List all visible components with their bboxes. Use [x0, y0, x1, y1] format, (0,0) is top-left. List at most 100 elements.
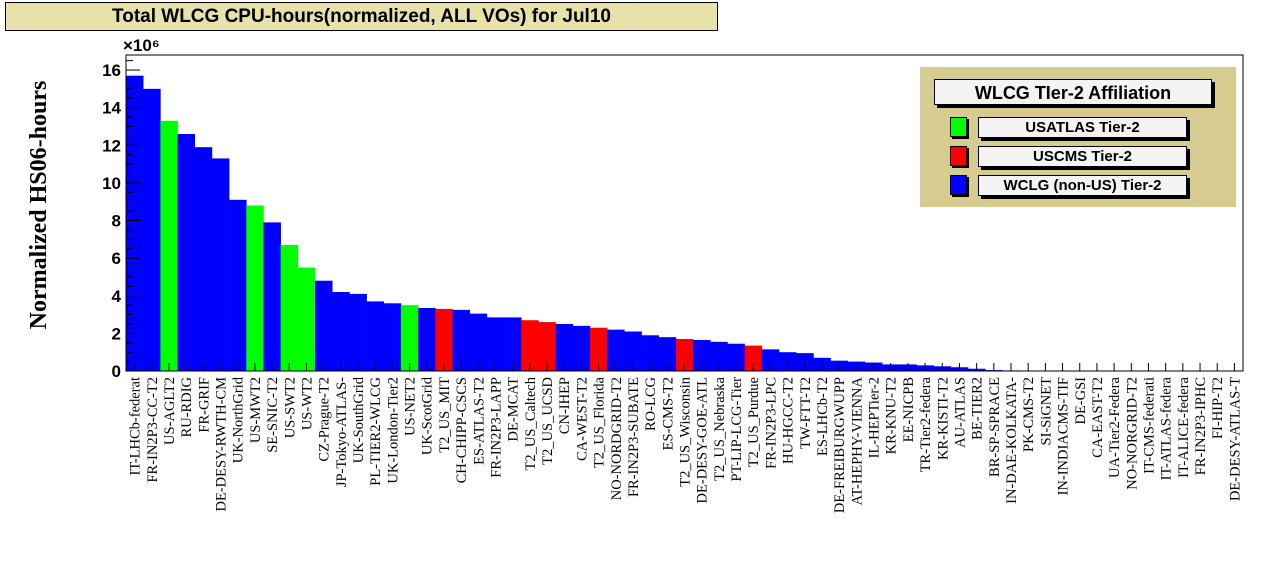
- bar: [744, 345, 763, 371]
- bar: [521, 320, 539, 371]
- x-category-label: DE-DESY-GOE-ATL: [695, 377, 711, 503]
- x-category-label: AU-ATLAS: [952, 377, 968, 448]
- x-category-label: T2_US_Nebraska: [712, 376, 728, 480]
- x-category-label: IT-ALICE-federa: [1176, 376, 1192, 477]
- x-category-label: ES-ATLAS-T2: [471, 377, 487, 465]
- x-category-label: EE-NICPB: [901, 377, 917, 442]
- x-category-label: RO-LCG: [643, 376, 659, 431]
- bar: [624, 331, 642, 371]
- x-category-label: NO-NORDGRID-T2: [609, 377, 625, 500]
- y-tick-label: 8: [112, 212, 121, 231]
- bar: [607, 329, 625, 371]
- x-category-label: BR-SP-SPRACE: [987, 377, 1003, 477]
- x-category-label: IN-DAE-KOLKATA-: [1004, 377, 1020, 504]
- x-category-label: US-AGLT2: [162, 377, 178, 445]
- x-category-label: FR-IN2P3-IPHC: [1193, 377, 1209, 475]
- y-axis-label: Normalized HS06-hours: [26, 81, 52, 330]
- legend-title: WLCG TIer-2 Affiliation: [934, 79, 1212, 105]
- bar: [211, 158, 230, 371]
- x-category-label: T2_US_Purdue: [746, 377, 762, 467]
- bar: [761, 349, 780, 371]
- x-category-label: DE-DESY-RWTH-CM: [214, 377, 230, 512]
- x-category-label: NO-NORGRID-T2: [1124, 377, 1140, 490]
- x-category-label: KR-KISTI-T2: [935, 377, 951, 460]
- x-category-label: UK-SouthGrid: [351, 376, 367, 463]
- bar: [194, 147, 213, 371]
- x-category-label: DE-DESY-ATLAS-T: [1227, 377, 1243, 501]
- bar: [229, 199, 247, 371]
- x-category-label: T2_US_Caltech: [523, 376, 539, 470]
- category-labels-layer: IT-LHCb-federat FR-IN2P3-CC-T2 US-AGLT2 RU-…: [128, 376, 1244, 513]
- x-category-label: CN-IHEP: [557, 377, 573, 434]
- x-category-label: ES-CMS-T2: [660, 377, 676, 450]
- x-category-label: RU-RDIG: [179, 376, 195, 437]
- bar: [126, 75, 144, 371]
- x-category-label: CA-WEST-T2: [574, 377, 590, 461]
- y-tick-label: 12: [102, 136, 121, 155]
- legend-swatch-uscms: [950, 146, 967, 166]
- legend: WLCG TIer-2 Affiliation USATLAS Tier-2 U…: [920, 67, 1236, 207]
- x-category-label: T2_US_MIT: [437, 377, 453, 453]
- bar: [693, 339, 711, 371]
- x-category-label: IN-INDIACMS-TIF: [1056, 377, 1072, 495]
- legend-label-usatlas: USATLAS Tier-2: [978, 117, 1187, 138]
- chart-title: Total WLCG CPU-hours(normalized, ALL VOs…: [5, 2, 718, 31]
- x-category-label: CZ-Prague-T2: [317, 377, 333, 462]
- x-category-label: CH-CHIPP-CSCS: [454, 377, 470, 483]
- bar: [504, 317, 522, 371]
- y-tick-label: 0: [112, 362, 121, 381]
- y-axis-exponent: ×10⁶: [123, 36, 160, 55]
- bar: [246, 205, 264, 371]
- bar: [143, 88, 161, 372]
- x-category-label: FI-HIP-T2: [1210, 377, 1226, 439]
- ticks-layer: 0 2 4 6 8 10 12 14 16: [102, 60, 1235, 381]
- x-category-label: IL-HEPTier-2: [867, 377, 883, 458]
- bar: [383, 303, 402, 371]
- x-category-label: JP-Tokyo-ATLAS-: [334, 377, 350, 487]
- x-category-label: BE-TIER2: [970, 377, 986, 440]
- bar: [796, 353, 814, 371]
- x-category-label: ES-LHCb-T2: [815, 377, 831, 456]
- x-category-label: T2_US_Wisconsin: [678, 376, 694, 487]
- bar: [469, 313, 488, 371]
- x-category-label: UK-NorthGrid: [231, 376, 247, 463]
- bar: [366, 301, 385, 371]
- bar: [710, 341, 728, 371]
- x-category-label: IT-LHCb-federat: [128, 377, 144, 476]
- x-category-label: T2_US_UCSD: [540, 377, 556, 465]
- x-category-label: T2_US_Florida: [592, 376, 608, 468]
- bar: [160, 120, 178, 371]
- x-category-label: DE-MCAT: [506, 377, 522, 442]
- bar: [727, 343, 745, 371]
- x-category-label: US-WT2: [299, 377, 315, 430]
- x-category-label: DE-FREIBURGWUPP: [832, 377, 848, 513]
- x-category-label: FR-IN2P3-CC-T2: [145, 377, 161, 483]
- bar: [177, 134, 196, 371]
- x-category-label: FR-IN2P3-LAPP: [488, 377, 504, 478]
- x-category-label: UK-London-Tier2: [385, 377, 401, 484]
- y-tick-label: 4: [112, 287, 122, 306]
- bar: [572, 325, 591, 371]
- bar: [263, 222, 281, 371]
- bar: [538, 322, 556, 371]
- x-category-label: DE-GSI: [1073, 377, 1089, 425]
- x-category-label: TR-Tier2-federa: [918, 376, 934, 472]
- bar: [315, 280, 333, 371]
- bar: [452, 309, 470, 371]
- x-category-label: FR-GRIF: [196, 377, 212, 433]
- bar: [779, 352, 797, 371]
- bar: [332, 292, 350, 371]
- bar: [641, 335, 660, 371]
- x-category-label: FR-IN2P3-LPC: [763, 377, 779, 469]
- x-category-label: CA-EAST-T2: [1090, 377, 1106, 458]
- x-category-label: US-MWT2: [248, 377, 264, 443]
- bar: [297, 267, 316, 371]
- bar: [589, 327, 608, 371]
- y-tick-label: 10: [102, 174, 121, 193]
- bar: [418, 307, 436, 371]
- bar: [486, 317, 505, 371]
- x-category-label: FR-IN2P3-SUBATE: [626, 377, 642, 497]
- x-category-label: TW-FTT-T2: [798, 377, 814, 449]
- x-category-label: SE-SNIC-T2: [265, 377, 281, 453]
